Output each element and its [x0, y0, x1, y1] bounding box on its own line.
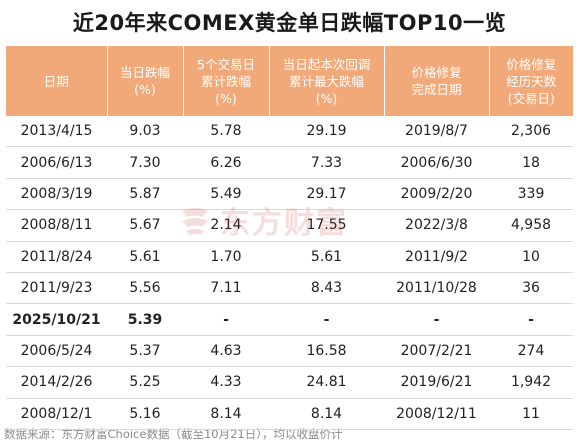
max-drop-header: 当日起本次回调 累计最大跌幅 (%): [269, 46, 385, 116]
daily-drop-cell: 5.61: [107, 241, 183, 273]
table-row: 2013/4/15 9.03 5.78 29.19 2019/8/7 2,306: [6, 116, 573, 148]
recovery-date-cell: 2019/8/7: [384, 116, 489, 148]
header-line: 累计跌幅: [200, 73, 251, 89]
max-drop-cell: 24.81: [269, 366, 384, 399]
header-line: (%): [134, 82, 156, 97]
five-day-drop-cell: 7.11: [183, 272, 269, 305]
header-line: (%): [215, 90, 237, 106]
daily-drop-cell: 9.03: [107, 116, 183, 148]
five-day-drop-cell: -: [183, 303, 269, 336]
recovery-days-cell: 4,958: [489, 209, 573, 242]
date-cell: 2008/3/19: [6, 178, 107, 211]
recovery-date-cell: 2009/2/20: [384, 178, 489, 211]
table-row: 2008/12/1 5.16 8.14 8.14 2008/12/11 11: [6, 398, 573, 430]
max-drop-cell: 29.19: [269, 116, 384, 148]
five-day-drop-cell: 4.63: [183, 335, 269, 368]
date-cell: 2008/12/1: [6, 398, 107, 430]
recovery-date-cell: -: [384, 303, 489, 336]
recovery-days-cell: 1,942: [489, 366, 573, 399]
table-row: 2025/10/21 5.39- - - -: [6, 303, 573, 336]
max-drop-cell: 17.55: [269, 209, 384, 242]
date-cell: 2006/5/24: [6, 335, 107, 368]
daily-drop-cell: 5.87: [107, 178, 183, 211]
recovery-date-cell: 2011/10/28: [384, 272, 489, 305]
header-line: 完成日期: [411, 82, 462, 97]
recovery-date-cell: 2006/6/30: [384, 146, 489, 179]
header-line: 当日起本次回调: [282, 56, 371, 72]
five-day-drop-cell: 8.14: [183, 398, 269, 430]
max-drop-cell: 8.14: [269, 398, 384, 430]
recovery-date-cell: 2007/2/21: [384, 335, 489, 368]
data-source-note: 数据来源：东方财富Choice数据（截至10月21日），均以收盘价计: [4, 427, 343, 441]
recovery-days-cell: -: [489, 303, 573, 336]
recovery-date-cell: 2008/12/11: [384, 398, 489, 430]
five-day-drop-header: 5个交易日 累计跌幅 (%): [183, 46, 270, 116]
table-row: 2014/2/26 5.25 4.33 24.81 2019/6/21 1,942: [6, 366, 573, 399]
table-row: 2006/6/13 7.30 6.26 7.33 2006/6/30 18: [6, 146, 573, 179]
table-row: 2006/5/24 5.37 4.63 16.58 2007/2/21 274: [6, 335, 573, 368]
daily-drop-header: 当日跌幅 (%): [107, 46, 184, 116]
recovery-days-cell: 10: [489, 241, 573, 273]
header-line: (交易日): [507, 90, 555, 106]
header-line: 价格修复: [411, 65, 462, 80]
max-drop-cell: 7.33: [269, 146, 384, 179]
table-header-row: 日期 当日跌幅 (%) 5个交易日 累计跌幅 (%) 当日起本次回调 累计最大跌幅 (%) 价格修…: [6, 46, 573, 116]
recovery-days-header: 价格修复 经历天数 (交易日): [489, 46, 573, 116]
date-cell: 2011/9/23: [6, 272, 107, 305]
daily-drop-cell: 7.30: [107, 146, 183, 179]
recovery-days-cell: 18: [489, 146, 573, 179]
date-cell: 2006/6/13: [6, 146, 107, 179]
date-cell: 2008/8/11: [6, 209, 107, 242]
date-header: 日期: [6, 46, 108, 116]
recovery-days-cell: 339: [489, 178, 573, 211]
header-line: 价格修复: [506, 56, 557, 72]
five-day-drop-cell: 5.49: [183, 178, 269, 211]
recovery-date-cell: 2022/3/8: [384, 209, 489, 242]
header-line: 累计最大跌幅: [288, 73, 364, 89]
header-line: 5个交易日: [197, 56, 255, 72]
page-title: 近20年来COMEX黄金单日跌幅TOP10一览: [72, 11, 507, 35]
recovery-days-cell: 11: [489, 398, 573, 430]
header-line: 日期: [43, 73, 69, 89]
date-cell: 2014/2/26: [6, 366, 107, 399]
date-cell: 2025/10/21: [6, 303, 107, 336]
recovery-date-cell: 2011/9/2: [384, 241, 489, 273]
five-day-drop-cell: 2.14: [183, 209, 269, 242]
date-cell: 2011/8/24: [6, 241, 107, 273]
max-drop-cell: -: [269, 303, 384, 336]
five-day-drop-cell: 1.70: [183, 241, 269, 273]
max-drop-cell: 29.17: [269, 178, 384, 211]
table-row: 2011/8/24 5.61 1.70 5.61 2011/9/2 10: [6, 241, 573, 273]
header-line: 当日跌幅: [119, 65, 170, 80]
max-drop-cell: 8.43: [269, 272, 384, 305]
max-drop-cell: 16.58: [269, 335, 384, 368]
daily-drop-cell: 5.39: [107, 303, 183, 336]
daily-drop-cell: 5.25: [107, 366, 183, 399]
gold-drop-table: 日期 当日跌幅 (%) 5个交易日 累计跌幅 (%) 当日起本次回调 累计最大跌幅 (%) 价格修…: [6, 46, 573, 430]
table-row: 2011/9/23 5.56 7.11 8.43 2011/10/28 36: [6, 272, 573, 305]
daily-drop-cell: 5.37: [107, 335, 183, 368]
daily-drop-cell: 5.67: [107, 209, 183, 242]
recovery-date-cell: 2019/6/21: [384, 366, 489, 399]
daily-drop-cell: 5.56: [107, 272, 183, 305]
table-row: 2008/8/11 5.67 2.14 17.55 2022/3/8 4,958: [6, 209, 573, 242]
recovery-days-cell: 2,306: [489, 116, 573, 148]
recovery-days-cell: 274: [489, 335, 573, 368]
five-day-drop-cell: 6.26: [183, 146, 269, 179]
recovery-days-cell: 36: [489, 272, 573, 305]
daily-drop-cell: 5.16: [107, 398, 183, 430]
max-drop-cell: 5.61: [269, 241, 384, 273]
table-row: 2008/3/19 5.87 5.49 29.17 2009/2/20 339: [6, 178, 573, 211]
date-cell: 2013/4/15: [6, 116, 107, 148]
five-day-drop-cell: 4.33: [183, 366, 269, 399]
header-line: (%): [315, 90, 338, 106]
five-day-drop-cell: 5.78: [183, 116, 269, 148]
table-body: 2013/4/15 9.03 5.78 29.19 2019/8/7 2,306 2006/…: [6, 116, 573, 430]
header-line: 经历天数: [506, 73, 557, 89]
recovery-date-header: 价格修复 完成日期: [384, 46, 490, 116]
